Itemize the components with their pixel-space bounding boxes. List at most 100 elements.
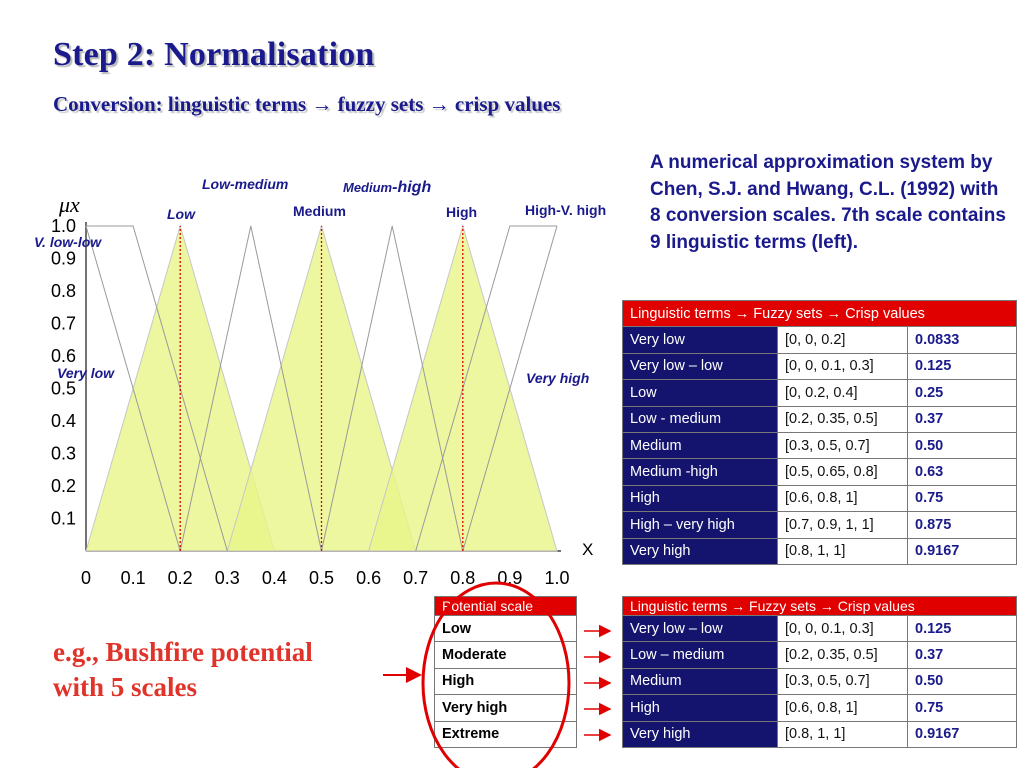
method-description: A numerical approximation system by Chen… (650, 152, 1006, 253)
crisp-value-cell: 0.50 (906, 431, 1018, 460)
x-tick-label: 0.9 (497, 568, 522, 588)
fuzzy-set-cell: [0.2, 0.35, 0.5] (777, 405, 908, 433)
table-header: Linguistic terms → Fuzzy sets → Crisp va… (621, 299, 1018, 328)
table-header: Linguistic terms → Fuzzy sets → Crisp va… (621, 596, 1018, 616)
linguistic-term-cell: High (622, 694, 778, 722)
table-header: Potential scale (434, 596, 577, 616)
linguistic-term-cell: Very low – low (622, 352, 778, 381)
set-label-part: -high (392, 179, 431, 196)
crisp-value-cell: 0.125 (906, 352, 1018, 381)
crisp-value-cell: 0.0833 (906, 326, 1018, 354)
crisp-value-cell: 0.9167 (906, 537, 1018, 565)
set-label: Very high (526, 370, 589, 386)
table-row: High [0.6, 0.8, 1] 0.75 (622, 694, 1018, 722)
fuzzy-set-outline (321, 225, 464, 552)
crisp-value-cell: 0.125 (906, 614, 1018, 643)
y-tick-label: 0.8 (51, 281, 76, 301)
y-axis-title: μx (58, 192, 80, 217)
fuzzy-set-cell: [0.8, 1, 1] (777, 537, 908, 565)
fuzzy-set-outline (179, 225, 322, 552)
x-tick-label: 0.5 (309, 568, 334, 588)
table-row: High [0.6, 0.8, 1] 0.75 (622, 484, 1018, 513)
set-label: Low (167, 206, 196, 222)
linguistic-term-cell: Very high (622, 720, 778, 748)
linguistic-term-cell: Very high (622, 537, 778, 565)
potential-scale-cell: Very high (434, 694, 577, 722)
table-row: Low (434, 614, 577, 643)
y-tick-label: 0.3 (51, 444, 76, 464)
crisp-value-cell: 0.37 (906, 405, 1018, 433)
crisp-value-cell: 0.9167 (906, 720, 1018, 748)
slide-subtitle: Conversion: linguistic terms → fuzzy set… (53, 92, 561, 116)
linguistic-term-cell: Medium -high (622, 458, 778, 486)
linguistic-term-cell: Medium (622, 431, 778, 460)
linguistic-term-cell: High (622, 484, 778, 513)
set-label: Low-medium (202, 176, 288, 192)
y-tick-label: 0.1 (51, 509, 76, 529)
crisp-value-cell: 0.37 (906, 641, 1018, 669)
table-row: Low [0, 0.2, 0.4] 0.25 (622, 379, 1018, 407)
fuzzy-set-cell: [0.6, 0.8, 1] (777, 694, 908, 722)
table-row: High (434, 667, 577, 696)
table-row: Low - medium [0.2, 0.35, 0.5] 0.37 (622, 405, 1018, 433)
set-label: Medium-high (343, 179, 431, 196)
table-row: Very low [0, 0, 0.2] 0.0833 (622, 326, 1018, 354)
x-axis-title: X (582, 540, 593, 559)
fuzzy-set-cell: [0.3, 0.5, 0.7] (777, 431, 908, 460)
table-row: High – very high [0.7, 0.9, 1, 1] 0.875 (622, 511, 1018, 539)
table-row: Medium -high [0.5, 0.65, 0.8] 0.63 (622, 458, 1018, 486)
conversion-scale-table: Linguistic terms → Fuzzy sets → Crisp va… (621, 299, 1018, 565)
x-tick-label: 0.7 (403, 568, 428, 588)
linguistic-term-cell: Low - medium (622, 405, 778, 433)
potential-scale-cell: Low (434, 614, 577, 643)
x-tick-label: 0 (81, 568, 91, 588)
y-tick-label: 0.5 (51, 379, 76, 399)
crisp-value-cell: 0.875 (906, 511, 1018, 539)
fuzzy-set-outline (462, 225, 558, 552)
set-label: High-V. high (525, 202, 606, 218)
example-line-1: e.g., Bushfire potential (53, 637, 313, 667)
crisp-value-cell: 0.75 (906, 484, 1018, 513)
table-row: Moderate (434, 641, 577, 669)
x-tick-label: 0.4 (262, 568, 287, 588)
fuzzy-set-outline (415, 225, 557, 552)
table-row: Low – medium [0.2, 0.35, 0.5] 0.37 (622, 641, 1018, 669)
linguistic-term-cell: Very low (622, 326, 778, 354)
fuzzy-set-cell: [0, 0, 0.1, 0.3] (777, 614, 908, 643)
y-tick-label: 0.2 (51, 476, 76, 496)
bushfire-conversion-table: Linguistic terms → Fuzzy sets → Crisp va… (621, 596, 1018, 748)
fuzzy-set-cell: [0, 0.2, 0.4] (777, 379, 908, 407)
set-label-part: Medium (343, 180, 393, 195)
x-tick-label: 0.1 (121, 568, 146, 588)
fuzzy-set-outline (85, 225, 181, 552)
linguistic-term-cell: Very low – low (622, 614, 778, 643)
crisp-value-cell: 0.75 (906, 694, 1018, 722)
fuzzy-set-cell: [0.5, 0.65, 0.8] (777, 458, 908, 486)
table-row: Very high (434, 694, 577, 722)
fuzzy-set-cell: [0, 0, 0.2] (777, 326, 908, 354)
y-tick-label: 0.6 (51, 346, 76, 366)
crisp-value-cell: 0.63 (906, 458, 1018, 486)
linguistic-term-cell: High – very high (622, 511, 778, 539)
table-row: Very high [0.8, 1, 1] 0.9167 (622, 720, 1018, 748)
potential-scale-cell: Extreme (434, 720, 577, 748)
set-label: High (446, 204, 477, 220)
fuzzy-set-cell: [0, 0, 0.1, 0.3] (777, 352, 908, 381)
y-tick-label: 1.0 (51, 216, 76, 236)
slide-title: Step 2: Normalisation (53, 36, 375, 73)
table-row: Very low – low [0, 0, 0.1, 0.3] 0.125 (622, 614, 1018, 643)
y-tick-label: 0.7 (51, 314, 76, 334)
crisp-value-cell: 0.25 (906, 379, 1018, 407)
x-tick-label: 0.6 (356, 568, 381, 588)
x-tick-label: 0.8 (450, 568, 475, 588)
fuzzy-set-cell: [0.3, 0.5, 0.7] (777, 667, 908, 696)
table-row: Very low – low [0, 0, 0.1, 0.3] 0.125 (622, 352, 1018, 381)
example-line-2: with 5 scales (53, 672, 197, 702)
fuzzy-set-cell: [0.8, 1, 1] (777, 720, 908, 748)
fuzzy-set-cell: [0.2, 0.35, 0.5] (777, 641, 908, 669)
y-tick-label: 0.9 (51, 249, 76, 269)
x-tick-label: 0.2 (168, 568, 193, 588)
x-tick-label: 1.0 (544, 568, 569, 588)
potential-scale-cell: Moderate (434, 641, 577, 669)
